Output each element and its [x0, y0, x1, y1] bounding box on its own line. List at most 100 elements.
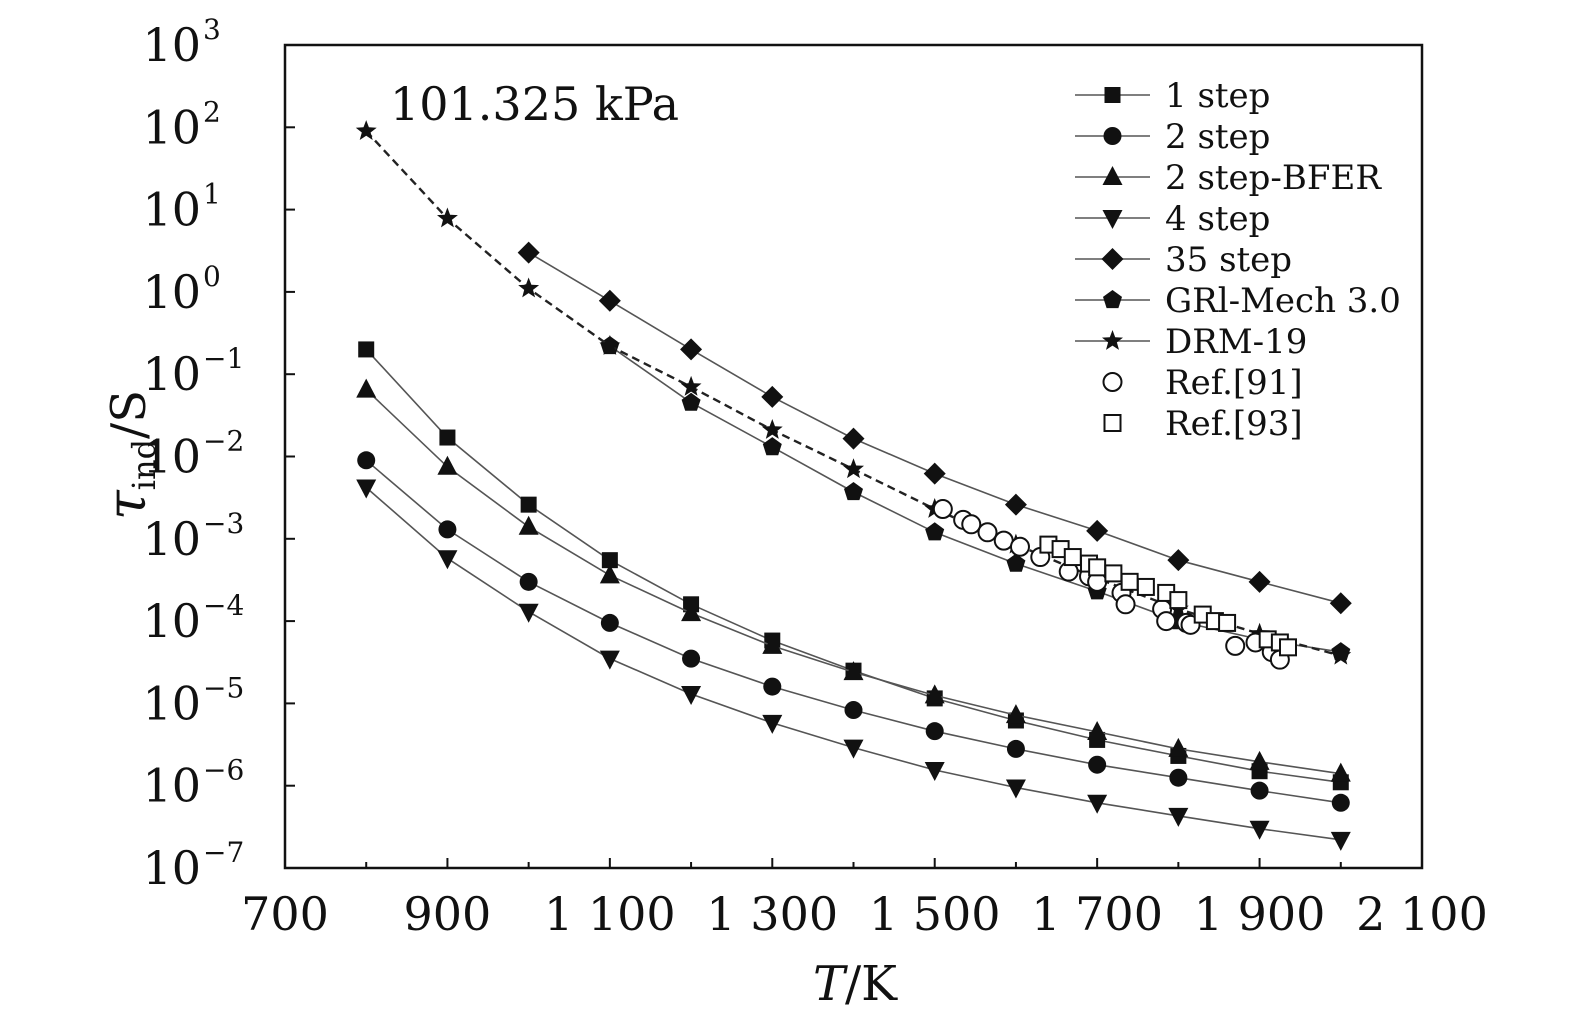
data-point: [599, 335, 621, 355]
data-point: [680, 375, 702, 396]
data-point: [1088, 755, 1107, 774]
data-point: [1120, 572, 1139, 591]
x-axis-label: T/K: [813, 956, 898, 1012]
data-point: [924, 684, 945, 704]
x-tick-label: 1 900: [1194, 887, 1326, 941]
data-point: [762, 714, 783, 734]
y-tick-base: 10: [142, 759, 201, 813]
series-4-step: [356, 479, 1351, 851]
y-tick-label: 10: [142, 265, 201, 319]
data-point: [1168, 807, 1189, 827]
data-point: [844, 701, 863, 720]
data-point: [356, 378, 377, 398]
legend-label: 4 step: [1165, 199, 1270, 239]
data-point: [1088, 558, 1107, 577]
y-tick-base: 10: [142, 676, 201, 730]
data-point: [438, 520, 457, 539]
legend-item: 35 step: [1075, 240, 1292, 280]
y-tick-base: 10: [142, 100, 201, 154]
legend-label: 1 step: [1165, 76, 1270, 116]
data-point: [517, 241, 540, 264]
data-point: [1167, 549, 1190, 572]
data-point: [599, 564, 620, 584]
data-point: [1005, 704, 1026, 724]
x-axis-label-symbol: T: [813, 956, 848, 1012]
y-tick-base: 10: [142, 594, 201, 648]
data-point: [1009, 536, 1030, 557]
legend-item: 2 step-BFER: [1075, 158, 1382, 198]
data-point: [682, 649, 701, 668]
data-point: [844, 482, 863, 501]
data-point: [1278, 638, 1297, 657]
y-tick-base: 10: [142, 841, 201, 895]
y-tick-label: 10: [142, 100, 201, 154]
data-point: [1330, 831, 1351, 851]
data-point: [977, 522, 998, 543]
y-tick-exponent: 3: [203, 13, 221, 46]
data-point: [681, 392, 701, 411]
y-tick-exponent: 0: [203, 260, 221, 293]
legend-marker: [1103, 414, 1122, 432]
data-point: [1087, 794, 1108, 814]
data-point: [681, 602, 702, 622]
legend-label: GRl-Mech 3.0: [1165, 281, 1401, 321]
legend-item: 1 step: [1075, 76, 1270, 116]
data-point: [1250, 781, 1269, 800]
legend-marker: [1102, 372, 1123, 392]
y-tick-label: 10: [142, 347, 201, 401]
y-tick-exponent: 2: [203, 95, 221, 128]
data-point: [924, 762, 945, 782]
data-point: [1006, 739, 1025, 758]
y-tick-label: 10: [142, 183, 201, 237]
x-tick-label: 1 100: [544, 887, 676, 941]
data-point: [600, 613, 619, 632]
data-point: [763, 677, 782, 696]
data-point: [356, 479, 377, 499]
y-tick-label: 10: [142, 512, 201, 566]
legend-marker: [1104, 87, 1121, 103]
data-point: [842, 427, 865, 450]
y-axis-label-symbol: τ: [95, 489, 158, 520]
x-tick-label: 900: [404, 887, 492, 941]
y-tick-label: 10: [142, 759, 201, 813]
data-point: [358, 341, 375, 358]
legend-marker: [1102, 166, 1123, 185]
y-tick-base: 10: [142, 347, 201, 401]
data-point: [1156, 611, 1177, 632]
legend-label: 2 step: [1165, 117, 1270, 157]
x-tick-label: 1 500: [869, 887, 1001, 941]
data-point: [1169, 591, 1188, 610]
y-tick-label: 10: [142, 430, 201, 484]
y-tick-base: 10: [142, 430, 201, 484]
data-point: [1087, 720, 1108, 740]
data-point: [1330, 644, 1352, 665]
data-point: [925, 722, 944, 741]
data-point: [439, 429, 456, 446]
y-tick-label: 10: [142, 594, 201, 648]
data-point: [1225, 635, 1246, 656]
data-point: [1169, 768, 1188, 787]
y-tick-exponent: 1: [203, 178, 221, 211]
data-point: [923, 462, 946, 485]
data-point: [518, 603, 539, 623]
data-point: [518, 515, 539, 535]
data-point: [843, 739, 864, 759]
legend-label: Ref.[93]: [1165, 404, 1303, 444]
data-point: [437, 550, 458, 570]
data-point: [598, 289, 621, 312]
data-point: [1063, 548, 1082, 567]
data-point: [761, 385, 784, 408]
series-2-step-bfer: [356, 378, 1351, 782]
data-point: [601, 552, 618, 569]
legend-marker: [1101, 248, 1124, 270]
y-tick-exponent: −6: [203, 754, 244, 787]
x-tick-label: 1 300: [706, 887, 838, 941]
data-point: [1168, 737, 1189, 757]
legend-item: 4 step: [1075, 199, 1270, 239]
data-point: [1249, 820, 1270, 840]
x-tick-label: 700: [241, 887, 329, 941]
series-ref-91-: [932, 499, 1290, 670]
data-point: [681, 686, 702, 706]
y-axis-label: τind/S: [95, 390, 163, 520]
